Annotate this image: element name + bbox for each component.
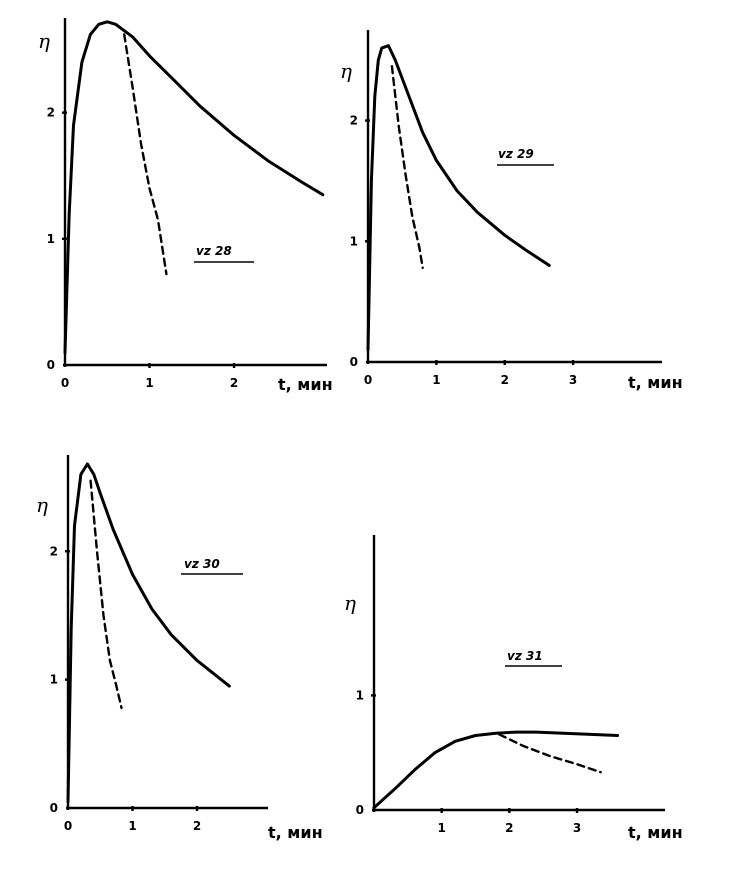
- x-tick-label: 0: [64, 819, 72, 833]
- y-tick-label: 1: [356, 688, 364, 702]
- x-tick-label: 3: [573, 821, 581, 835]
- solid-curve: [366, 44, 551, 352]
- y-axis-label: η: [340, 59, 352, 83]
- x-tick-label: 1: [128, 819, 136, 833]
- solid-curve: [63, 20, 325, 354]
- x-tick-label: 2: [230, 376, 238, 390]
- y-tick-label: 2: [350, 114, 358, 128]
- y-tick-label: 2: [50, 544, 58, 558]
- x-tick-label: 2: [501, 373, 509, 387]
- x-tick-label: 1: [145, 376, 153, 390]
- x-tick-label: 1: [432, 373, 440, 387]
- y-tick-label: 1: [350, 234, 358, 248]
- x-axis-label: t, мин: [628, 823, 683, 842]
- panel-annotation: vz 30: [184, 557, 220, 571]
- x-axis-label: t, мин: [278, 375, 333, 394]
- x-tick-label: 3: [569, 373, 577, 387]
- solid-curve: [372, 730, 620, 810]
- y-axis-label: η: [36, 493, 48, 517]
- chart-panel-1: 0 1 2 0 1 2 η t, мин vz 28: [38, 18, 333, 394]
- x-tick-label: 0: [61, 376, 69, 390]
- panel-annotation: vz 31: [507, 649, 543, 663]
- x-axis-label: t, мин: [628, 373, 683, 392]
- x-tick-label: 2: [193, 819, 201, 833]
- x-tick-label: 1: [437, 821, 445, 835]
- dashed-curve: [123, 33, 168, 276]
- x-tick-label: 0: [364, 373, 372, 387]
- chart-panel-4: 0 1 1 2 3 η t, мин vz 31: [344, 535, 683, 842]
- x-tick-label: 2: [505, 821, 513, 835]
- solid-curve: [66, 462, 231, 804]
- panel-annotation: vz 29: [498, 147, 534, 161]
- y-axis-label: η: [38, 29, 50, 53]
- y-axis-label: η: [344, 591, 356, 615]
- y-tick-label: 0: [47, 358, 55, 372]
- y-tick-label: 1: [47, 232, 55, 246]
- y-tick-label: 0: [350, 355, 358, 369]
- dashed-curve: [390, 65, 424, 269]
- y-tick-label: 0: [356, 803, 364, 817]
- panel-annotation: vz 28: [196, 244, 232, 258]
- chart-panel-2: 0 1 2 0 1 2 3 η t, мин vz 29: [340, 30, 683, 392]
- y-tick-label: 2: [47, 106, 55, 120]
- y-tick-label: 0: [50, 801, 58, 815]
- dashed-curve: [498, 733, 602, 774]
- y-tick-label: 1: [50, 673, 58, 687]
- x-axis-label: t, мин: [268, 823, 323, 842]
- dashed-curve: [89, 479, 123, 710]
- chart-panel-3: 0 1 2 0 1 2 η t, мин vz 30: [36, 455, 323, 842]
